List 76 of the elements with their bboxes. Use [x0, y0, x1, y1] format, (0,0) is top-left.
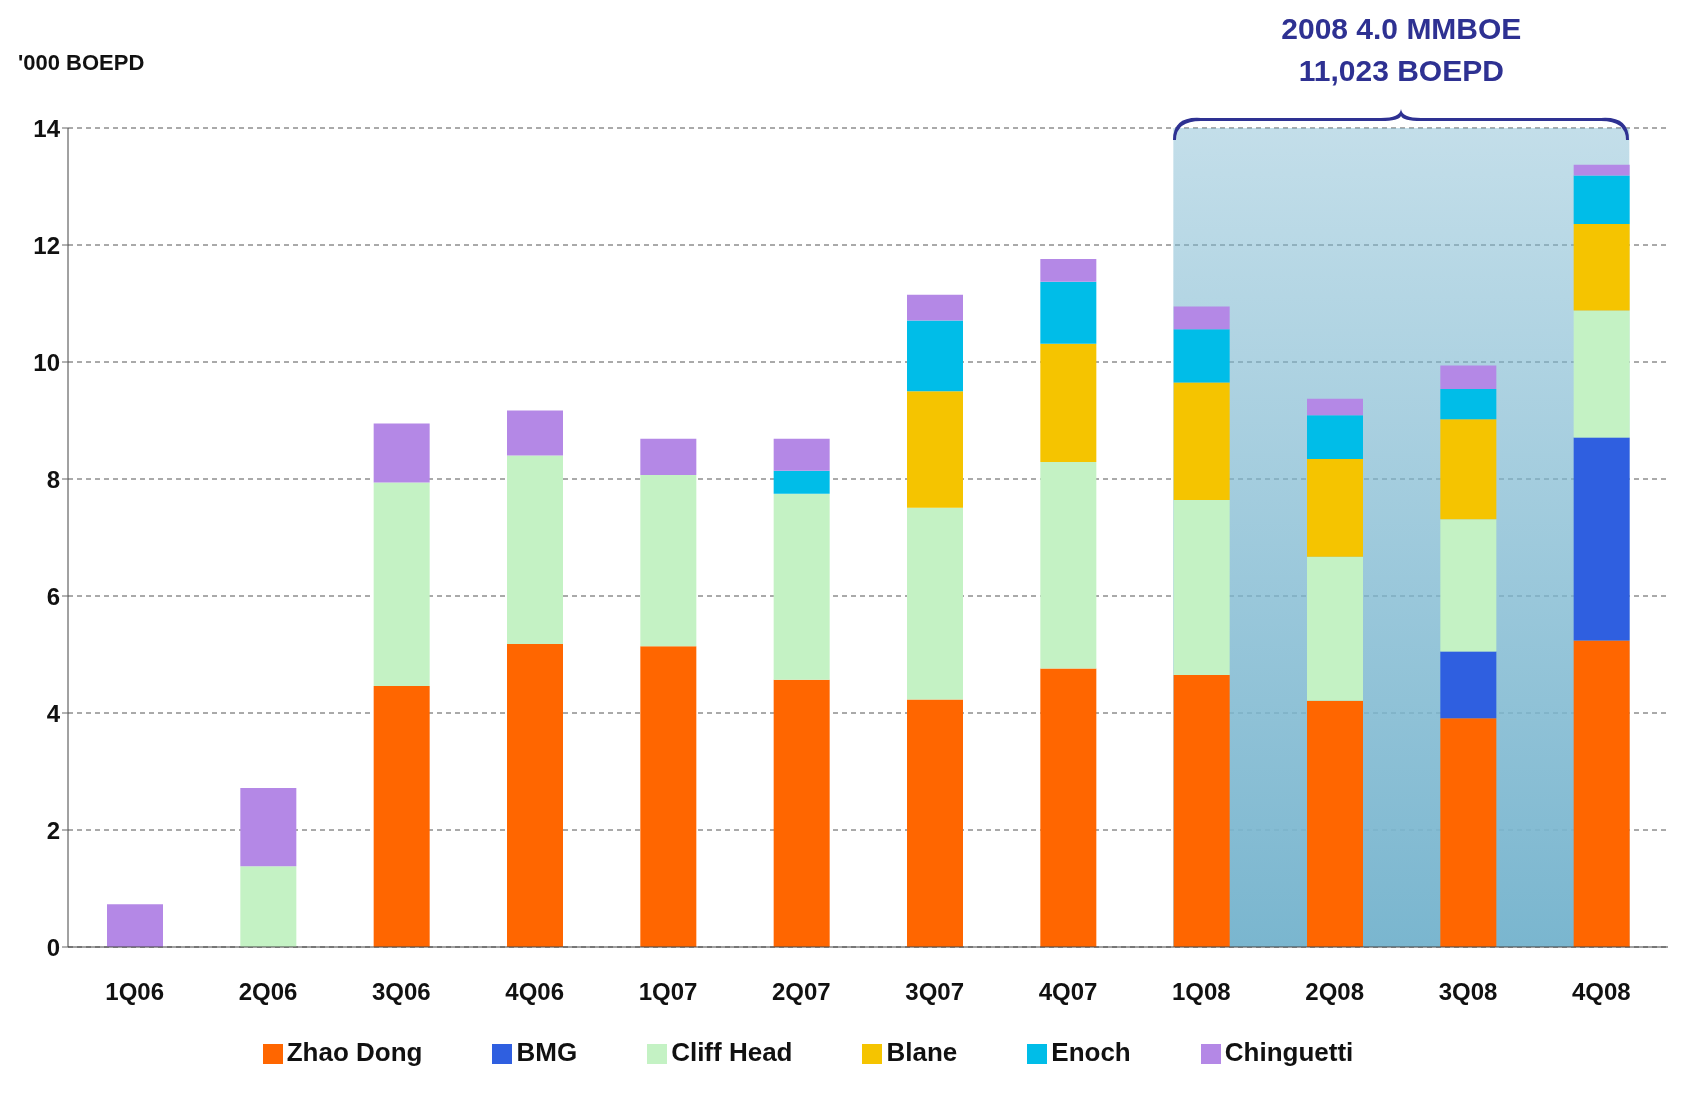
bar: [1307, 415, 1363, 460]
x-tick-label: 1Q07: [638, 978, 698, 1006]
y-axis-title: '000 BOEPD: [18, 50, 145, 76]
bar: [907, 507, 963, 700]
bar: [907, 294, 963, 321]
bar: [773, 679, 830, 947]
x-tick-label: 3Q06: [371, 978, 431, 1006]
bar: [1573, 640, 1630, 947]
y-tick-label: 10: [33, 348, 60, 376]
bar: [640, 646, 697, 947]
bar: [1040, 462, 1097, 669]
bar: [1173, 382, 1230, 501]
bar: [1307, 556, 1363, 701]
bar: [1573, 437, 1630, 641]
bar: [1040, 343, 1097, 463]
bar: [1040, 259, 1097, 282]
bar: [1173, 306, 1230, 330]
y-tick-label: 8: [46, 465, 60, 493]
bar: [1173, 500, 1230, 675]
bar: [373, 482, 430, 687]
legend-label: Enoch: [1051, 1037, 1131, 1067]
x-tick-label: 2Q08: [1305, 978, 1365, 1006]
legend-label: BMG: [516, 1037, 578, 1067]
bar: [773, 493, 830, 680]
bar: [507, 410, 563, 456]
bar: [240, 787, 297, 867]
bar: [1173, 329, 1230, 383]
bar: [1307, 398, 1363, 416]
bar: [773, 438, 830, 471]
bar: [640, 474, 697, 647]
bar: [1440, 388, 1497, 420]
bar: [1440, 519, 1497, 652]
bar: [1173, 674, 1230, 947]
x-tick-label: 4Q06: [505, 978, 565, 1006]
bar: [1440, 365, 1497, 389]
band-label: 2008 4.0 MMBOE 11,023 BOEPD: [1280, 11, 1523, 89]
x-tick-label: 4Q08: [1571, 978, 1631, 1006]
x-tick-label: 4Q07: [1038, 978, 1098, 1006]
bar: [1440, 718, 1497, 947]
y-tick-label: 12: [33, 231, 60, 259]
x-tick-label: 1Q06: [105, 978, 165, 1006]
x-tick-label: 1Q08: [1171, 978, 1231, 1006]
bar: [640, 438, 697, 475]
bar: [1040, 281, 1097, 344]
bar: [1040, 668, 1097, 947]
bar: [1307, 459, 1363, 557]
bar: [1440, 651, 1497, 719]
bar: [907, 391, 963, 508]
legend-label: Zhao Dong: [286, 1037, 423, 1067]
y-tick-label: 14: [33, 114, 61, 142]
y-tick-label: 6: [46, 582, 60, 610]
x-tick-label: 2Q07: [771, 978, 831, 1006]
bar: [1573, 223, 1630, 311]
bar: [373, 686, 430, 947]
bar: [773, 470, 830, 494]
bar: [907, 699, 963, 947]
bar: [107, 904, 163, 947]
bar: [1573, 175, 1630, 224]
x-tick-label: 3Q07: [905, 978, 965, 1006]
x-tick-label: 2Q06: [238, 978, 298, 1006]
bar: [1573, 164, 1630, 176]
y-tick-label: 0: [46, 933, 60, 961]
y-tick-label: 4: [46, 699, 61, 727]
legend-label: Blane: [886, 1037, 958, 1067]
legend-label: Chinguetti: [1224, 1037, 1354, 1067]
bar: [507, 455, 563, 644]
bar: [1573, 310, 1630, 438]
bar: [373, 423, 430, 483]
legend-label: Cliff Head: [671, 1037, 793, 1067]
bar: [1307, 700, 1363, 947]
bar: [907, 320, 963, 392]
x-tick-label: 3Q08: [1438, 978, 1498, 1006]
y-tick-label: 2: [46, 816, 60, 844]
bar: [1440, 419, 1497, 520]
bar: [507, 643, 563, 947]
bar: [240, 866, 297, 947]
